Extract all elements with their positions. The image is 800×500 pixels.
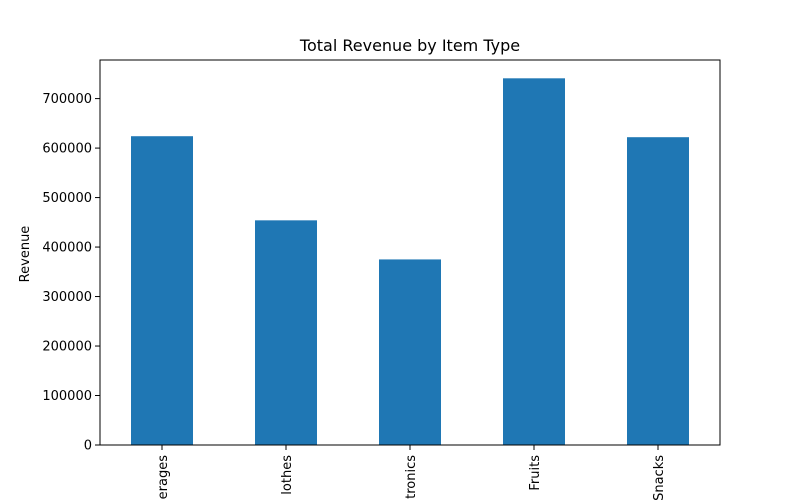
bar-fruits xyxy=(503,78,565,446)
y-tick-label: 500000 xyxy=(42,191,92,206)
y-tick-label: 700000 xyxy=(42,92,92,107)
bar-snacks xyxy=(627,137,689,445)
chart-title: Total Revenue by Item Type xyxy=(299,36,520,55)
x-tick-label: tronics xyxy=(404,455,419,499)
y-tick-label: 600000 xyxy=(42,142,92,157)
plot-frame xyxy=(99,59,721,446)
x-tick-label: lothes xyxy=(280,455,295,495)
plot-area: 0 100000 200000 300000 400000 500000 600000 700… xyxy=(42,59,721,500)
x-tick-label: erages xyxy=(156,455,171,500)
y-tick-label: 100000 xyxy=(42,389,92,404)
x-tick-label: Fruits xyxy=(528,455,543,491)
y-tick-label: 400000 xyxy=(42,241,92,256)
x-tick-label: Snacks xyxy=(652,455,667,500)
y-axis-label: Revenue xyxy=(18,226,33,283)
y-tick-label: 300000 xyxy=(42,290,92,305)
y-tick-label: 0 xyxy=(84,439,92,454)
bar-clothes xyxy=(255,220,317,445)
y-tick-label: 200000 xyxy=(42,340,92,355)
bar-beverages xyxy=(131,136,193,445)
bar-electronics xyxy=(379,259,441,445)
